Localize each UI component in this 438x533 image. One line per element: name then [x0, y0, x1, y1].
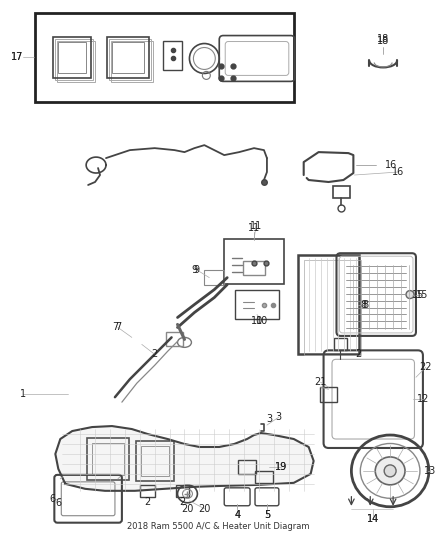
Text: 3: 3: [266, 414, 272, 424]
Text: 2018 Ram 5500 A/C & Heater Unit Diagram: 2018 Ram 5500 A/C & Heater Unit Diagram: [127, 522, 310, 531]
Text: 17: 17: [11, 52, 24, 62]
Text: 7: 7: [112, 322, 118, 333]
Text: 2: 2: [145, 497, 151, 507]
Bar: [35, 13, 294, 102]
Bar: [141, 446, 169, 476]
Bar: [136, 441, 173, 481]
Text: 10: 10: [256, 317, 268, 327]
Text: 5: 5: [264, 510, 270, 520]
Ellipse shape: [406, 290, 414, 298]
Ellipse shape: [384, 465, 396, 477]
Bar: [140, 485, 155, 497]
Text: 20: 20: [198, 504, 211, 514]
Bar: [57, 41, 95, 83]
Text: 17: 17: [11, 52, 24, 62]
Bar: [166, 333, 184, 346]
Bar: [112, 42, 144, 74]
Text: 16: 16: [392, 167, 404, 177]
Bar: [111, 41, 153, 83]
Bar: [53, 37, 91, 78]
Bar: [58, 42, 86, 74]
Bar: [205, 270, 224, 285]
Text: 7: 7: [115, 322, 121, 333]
Ellipse shape: [375, 457, 405, 485]
Bar: [109, 38, 151, 80]
Text: 20: 20: [181, 504, 194, 514]
Text: 15: 15: [412, 289, 424, 300]
Bar: [162, 41, 183, 70]
Bar: [87, 438, 129, 480]
Bar: [176, 485, 190, 497]
Text: 19: 19: [275, 462, 287, 472]
Text: 4: 4: [234, 510, 240, 520]
Bar: [332, 186, 350, 198]
Text: 2: 2: [355, 349, 361, 359]
Text: 8: 8: [362, 300, 368, 310]
Text: 22: 22: [420, 362, 432, 372]
Text: 15: 15: [416, 289, 428, 300]
Text: 8: 8: [360, 300, 366, 310]
Bar: [92, 443, 124, 475]
Text: 1: 1: [19, 389, 25, 399]
Bar: [298, 255, 359, 354]
Bar: [304, 260, 361, 356]
Text: 4: 4: [234, 510, 240, 520]
Text: 19: 19: [275, 462, 287, 472]
Text: 5: 5: [264, 510, 270, 520]
Text: 2: 2: [180, 497, 186, 507]
Text: 6: 6: [49, 494, 56, 504]
Text: 12: 12: [417, 394, 429, 404]
Bar: [55, 38, 93, 80]
Text: 9: 9: [191, 265, 198, 274]
Polygon shape: [55, 426, 314, 491]
Bar: [255, 471, 273, 483]
Text: 13: 13: [424, 466, 436, 476]
Bar: [235, 289, 279, 319]
Text: 11: 11: [248, 223, 260, 233]
Text: 14: 14: [367, 514, 379, 524]
Text: 14: 14: [367, 514, 379, 524]
Bar: [243, 261, 265, 274]
Bar: [224, 239, 284, 284]
Bar: [238, 460, 256, 474]
Text: 10: 10: [251, 317, 263, 327]
Text: 6: 6: [55, 498, 61, 508]
Text: 3: 3: [276, 412, 282, 422]
Text: 18: 18: [377, 34, 389, 44]
Text: 9: 9: [193, 265, 199, 274]
Bar: [107, 37, 149, 78]
Bar: [320, 387, 337, 402]
Text: 21: 21: [314, 377, 327, 387]
Bar: [333, 338, 347, 350]
Text: 2: 2: [152, 349, 158, 359]
Text: 18: 18: [377, 36, 389, 45]
Text: 16: 16: [385, 160, 397, 170]
Text: 11: 11: [250, 221, 262, 231]
